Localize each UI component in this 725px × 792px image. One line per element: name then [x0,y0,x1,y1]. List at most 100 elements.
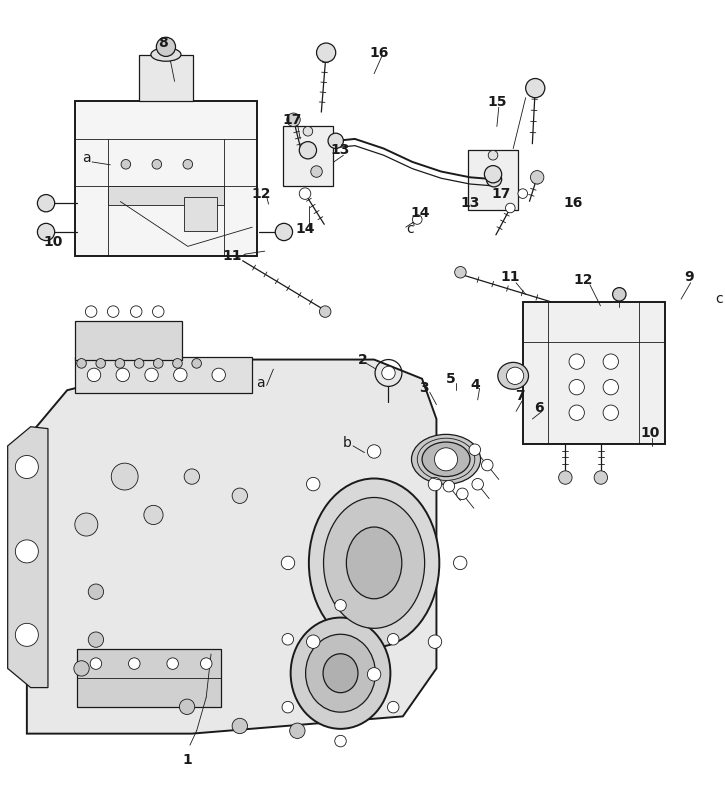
Circle shape [145,368,158,382]
Circle shape [368,668,381,681]
Circle shape [282,634,294,645]
Circle shape [15,623,38,646]
Ellipse shape [291,618,390,729]
Circle shape [469,444,481,455]
Circle shape [281,556,294,569]
Circle shape [121,159,130,169]
Circle shape [232,488,247,504]
Circle shape [387,702,399,713]
Circle shape [455,266,466,278]
Circle shape [96,359,106,368]
Ellipse shape [347,527,402,599]
Text: 13: 13 [460,196,480,210]
Text: 12: 12 [251,187,270,200]
Circle shape [88,584,104,600]
Circle shape [526,78,544,97]
Circle shape [382,366,395,379]
Circle shape [86,306,97,318]
Bar [77,649,220,706]
Circle shape [484,166,502,183]
Text: 14: 14 [410,206,430,220]
Text: 16: 16 [564,196,584,210]
Ellipse shape [323,653,358,693]
Circle shape [387,634,399,645]
Circle shape [173,368,187,382]
Text: b: b [343,436,352,450]
Circle shape [603,405,618,421]
Circle shape [603,354,618,369]
Bar [283,127,333,186]
Circle shape [15,455,38,478]
Circle shape [317,43,336,63]
Circle shape [328,133,344,149]
Circle shape [443,481,455,492]
Circle shape [569,354,584,369]
Circle shape [38,195,54,211]
Circle shape [77,359,86,368]
Circle shape [152,159,162,169]
Text: 7: 7 [515,389,525,403]
Circle shape [157,37,175,56]
Circle shape [183,159,193,169]
Circle shape [594,470,608,484]
Text: 8: 8 [158,36,168,50]
Circle shape [311,166,323,177]
Circle shape [130,306,142,318]
Bar [184,197,217,231]
Circle shape [472,478,484,490]
Circle shape [518,188,528,199]
Circle shape [335,735,347,747]
Text: a: a [82,151,91,165]
Circle shape [505,204,515,213]
Polygon shape [8,427,48,687]
Circle shape [38,223,54,241]
Circle shape [428,478,442,491]
Ellipse shape [412,434,481,484]
Circle shape [428,635,442,649]
Text: c: c [716,292,724,307]
Text: 5: 5 [446,371,456,386]
Circle shape [559,470,572,484]
Text: 1: 1 [182,752,192,767]
Text: a: a [257,375,265,390]
Ellipse shape [422,442,470,477]
Circle shape [276,223,293,241]
Circle shape [486,172,502,187]
Circle shape [457,488,468,500]
Text: 16: 16 [369,46,389,59]
Text: 4: 4 [470,379,480,393]
Circle shape [434,447,457,470]
Circle shape [368,445,381,459]
Circle shape [107,306,119,318]
Circle shape [569,379,584,395]
Text: 17: 17 [283,112,302,127]
Text: 10: 10 [641,426,660,440]
Ellipse shape [309,478,439,647]
Circle shape [111,463,138,490]
Bar [107,186,224,204]
Ellipse shape [323,497,425,628]
Circle shape [488,150,498,160]
Bar [75,356,252,393]
Circle shape [144,505,163,524]
Circle shape [74,661,89,676]
Circle shape [282,702,294,713]
Text: 13: 13 [331,143,350,158]
Circle shape [299,188,311,200]
Circle shape [184,469,199,484]
Circle shape [290,723,305,738]
Text: 11: 11 [500,270,520,284]
Circle shape [154,359,163,368]
Text: 9: 9 [684,270,694,284]
Circle shape [320,306,331,318]
Bar [138,55,194,101]
Circle shape [413,215,422,224]
Text: 2: 2 [357,352,368,367]
Ellipse shape [151,48,181,61]
Circle shape [303,127,312,136]
Polygon shape [27,360,436,733]
Circle shape [335,600,347,611]
Bar [523,302,665,444]
Ellipse shape [498,363,529,389]
Circle shape [90,658,102,669]
